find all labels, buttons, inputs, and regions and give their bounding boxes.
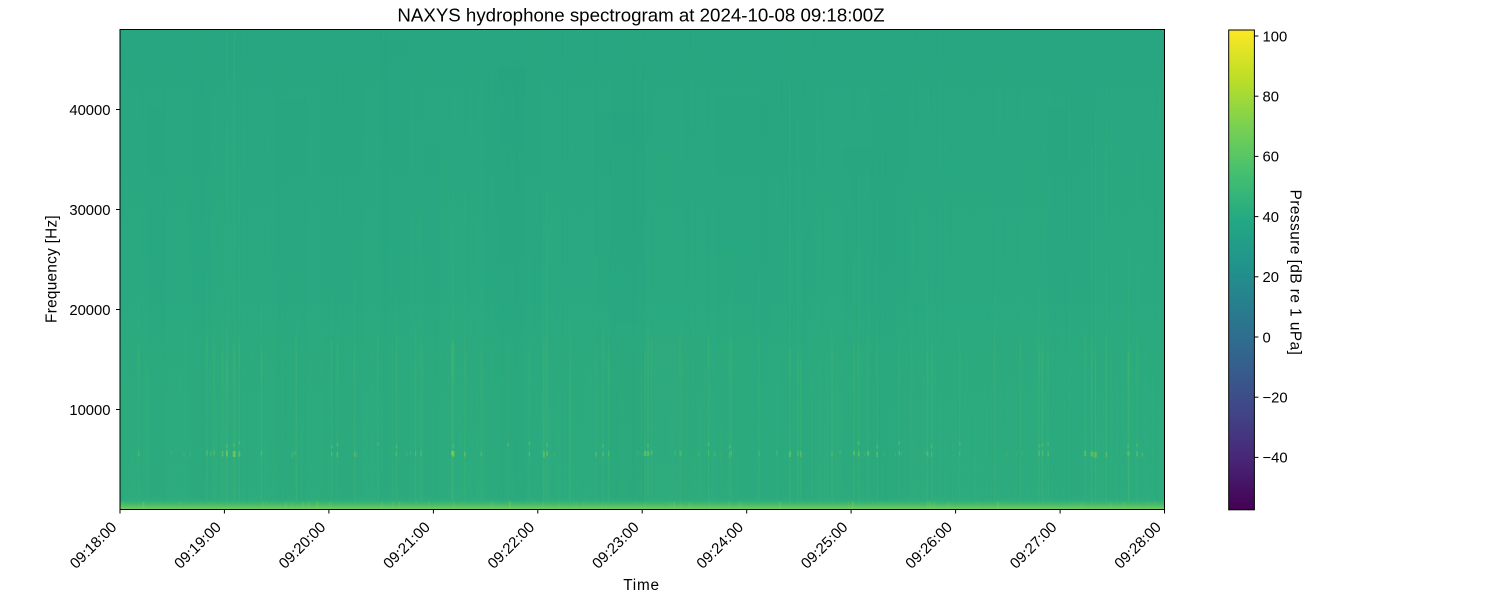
svg-text:Pressure [dB re 1 uPa]: Pressure [dB re 1 uPa] xyxy=(1286,190,1303,356)
svg-text:09:20:00: 09:20:00 xyxy=(276,519,330,573)
svg-text:80: 80 xyxy=(1263,90,1279,106)
svg-text:−20: −20 xyxy=(1263,391,1288,407)
svg-text:09:27:00: 09:27:00 xyxy=(1007,519,1061,573)
svg-text:09:22:00: 09:22:00 xyxy=(485,519,539,573)
svg-text:30000: 30000 xyxy=(69,203,110,219)
svg-text:09:18:00: 09:18:00 xyxy=(67,519,121,573)
svg-text:NAXYS hydrophone spectrogram a: NAXYS hydrophone spectrogram at 2024-10-… xyxy=(397,5,884,26)
svg-text:09:25:00: 09:25:00 xyxy=(798,519,852,573)
svg-text:−40: −40 xyxy=(1263,451,1288,467)
svg-text:Frequency [Hz]: Frequency [Hz] xyxy=(44,215,61,323)
svg-text:100: 100 xyxy=(1263,29,1288,45)
svg-text:09:21:00: 09:21:00 xyxy=(380,519,434,573)
svg-text:60: 60 xyxy=(1263,150,1279,166)
svg-text:20000: 20000 xyxy=(69,303,110,319)
svg-text:40: 40 xyxy=(1263,210,1279,226)
svg-text:10000: 10000 xyxy=(69,403,110,419)
svg-text:0: 0 xyxy=(1263,330,1271,346)
svg-text:09:23:00: 09:23:00 xyxy=(589,519,643,573)
svg-text:09:28:00: 09:28:00 xyxy=(1111,519,1165,573)
svg-text:40000: 40000 xyxy=(69,103,110,119)
svg-text:Time: Time xyxy=(623,577,660,594)
svg-text:09:26:00: 09:26:00 xyxy=(902,519,956,573)
svg-text:09:19:00: 09:19:00 xyxy=(171,519,225,573)
svg-text:20: 20 xyxy=(1263,270,1279,286)
svg-text:09:24:00: 09:24:00 xyxy=(693,519,747,573)
